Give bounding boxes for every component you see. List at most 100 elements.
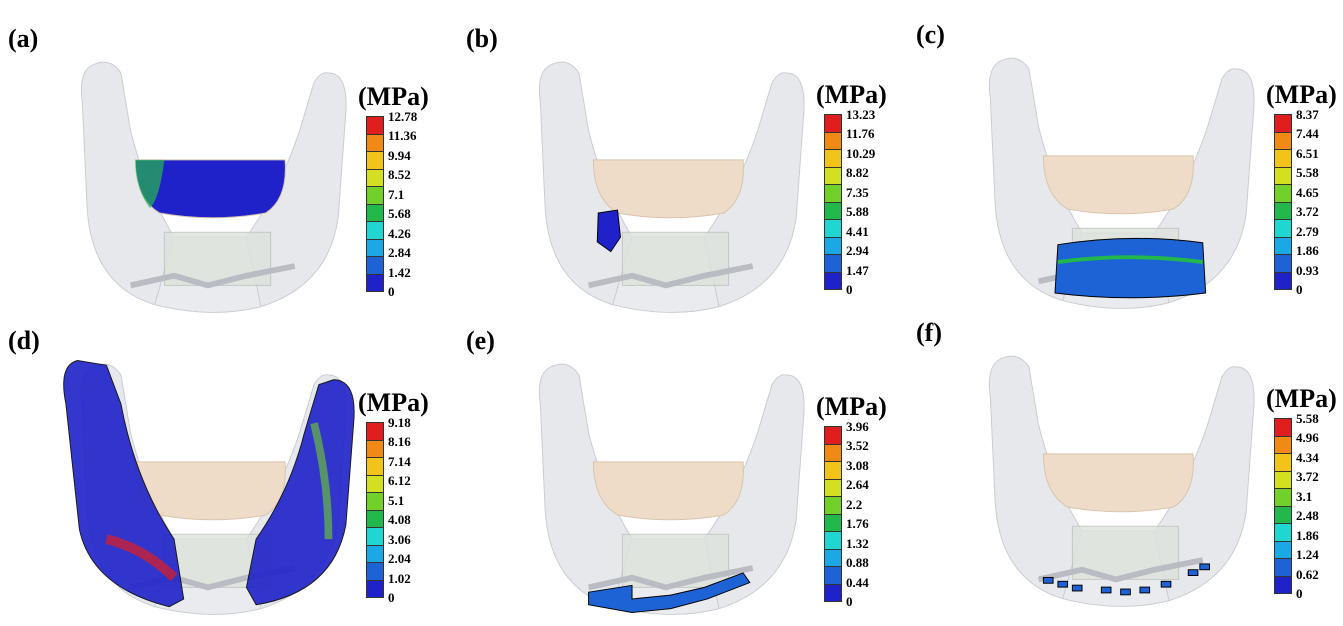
- colorbar-tick: 2.79: [1296, 223, 1319, 239]
- colorbar-swatch: [825, 220, 841, 238]
- colorbar-swatch: [367, 257, 383, 275]
- colorbar-swatch: [367, 528, 383, 546]
- panel-label: (f): [916, 318, 942, 347]
- colorbar-tick: 1.32: [846, 535, 869, 551]
- colorbar-tick: 4.26: [388, 225, 411, 241]
- colorbar-tick: 5.1: [388, 492, 405, 508]
- colorbar-tick: 0: [1296, 585, 1303, 601]
- colorbar-tick: 1.02: [388, 570, 411, 586]
- maxilla-teeth: [592, 159, 744, 219]
- colorbar-tick: 0: [388, 589, 395, 605]
- colorbar-swatch: [1275, 506, 1291, 524]
- colorbar-tick: 1.24: [1296, 547, 1319, 563]
- screw: [1139, 586, 1151, 594]
- colorbar-swatch: [1275, 220, 1291, 238]
- colorbar-swatch: [825, 272, 841, 289]
- colorbar-tick: 5.58: [1296, 411, 1319, 426]
- colorbar-tick: 2.48: [1296, 508, 1319, 524]
- colorbar-tick: 5.68: [388, 206, 411, 222]
- panel-c: (c) (MPa) 8.37 7.44 6.51 5.58 4.65 3.72 2.79 1.86…: [916, 20, 1343, 320]
- stress-hotspot: [135, 159, 165, 209]
- stress-model-e: [538, 363, 805, 615]
- colorbar-swatch: [367, 187, 383, 205]
- panel-label: (c): [916, 20, 945, 49]
- colorbar-swatch: [825, 479, 841, 497]
- colorbar-tick: 0: [846, 593, 853, 609]
- colorbar-tick: 10.29: [846, 145, 876, 161]
- colorbar-swatch: [367, 563, 383, 581]
- colorbar-swatch: [825, 584, 841, 601]
- colorbar-swatch: [1275, 167, 1291, 185]
- colorbar-tick: 3.06: [388, 531, 411, 547]
- mandible-model: [80, 61, 347, 313]
- colorbar-tick: 4.65: [1296, 184, 1319, 200]
- colorbar-tick: 5.88: [846, 204, 869, 220]
- colorbar-swatch: [825, 497, 841, 515]
- maxilla-teeth: [1042, 155, 1194, 215]
- stress-model-c: [988, 57, 1255, 309]
- colorbar-swatch: [1275, 436, 1291, 454]
- color-legend: (MPa) 12.78 11.36 9.94 8.52 7.1 5.68 4.26 2.84 1.…: [358, 82, 448, 298]
- colorbar-tick: 8.82: [846, 165, 869, 181]
- fixation-plate: [588, 572, 751, 613]
- screw: [1187, 569, 1199, 576]
- colorbar-swatch: [1275, 255, 1291, 273]
- mandible-model: [538, 363, 805, 615]
- unit-label: (MPa): [816, 392, 887, 421]
- unit-label: (MPa): [358, 388, 429, 417]
- colorbar: [824, 426, 842, 602]
- colorbar-tick: 2.84: [388, 245, 411, 261]
- colorbar-swatch: [367, 152, 383, 170]
- colorbar-tick: 0: [388, 283, 395, 299]
- colorbar-swatch: [825, 132, 841, 150]
- colorbar-swatch: [825, 115, 841, 133]
- panel-f: (f) (MPa) 5.58 4.96 4.34 3.72 3.1 2.48 1.86 1.24 0…: [916, 318, 1343, 618]
- stress-model-a: [80, 61, 347, 313]
- colorbar-swatch: [1275, 576, 1291, 593]
- colorbar-swatch: [825, 427, 841, 445]
- colorbar-tick: 2.64: [846, 477, 869, 493]
- colorbar-swatch: [1275, 150, 1291, 168]
- colorbar-swatch: [367, 222, 383, 240]
- colorbar-swatch: [1275, 237, 1291, 255]
- colorbar-swatch: [367, 274, 383, 291]
- colorbar-tick: 9.94: [388, 147, 411, 163]
- plate-outline: [587, 263, 754, 289]
- stress-model-d: [63, 359, 355, 615]
- right-ramus-stress: [245, 379, 355, 606]
- colorbar-tick: 7.1: [388, 186, 405, 202]
- colorbar-tick: 3.72: [1296, 469, 1319, 485]
- colorbar: [366, 422, 384, 598]
- colorbar-tick: 7.14: [388, 453, 411, 469]
- colorbar-tick: 6.12: [388, 473, 411, 489]
- color-legend: (MPa) 8.37 7.44 6.51 5.58 4.65 3.72 2.79 1.86 0.9…: [1266, 80, 1343, 296]
- colorbar-swatch: [1275, 471, 1291, 489]
- right-hotspot: [310, 422, 333, 540]
- screw: [1100, 586, 1112, 594]
- colorbar-swatch: [825, 185, 841, 203]
- colorbar-swatch: [1275, 489, 1291, 507]
- colorbar-tick: 8.16: [388, 434, 411, 450]
- panel-e: (e) (MPa) 3.96 3.52 3.08 2.64 2.2 1.76 1.32 0.88 0…: [466, 326, 906, 626]
- colorbar-tick: 4.96: [1296, 430, 1319, 446]
- colorbar-swatch: [367, 117, 383, 135]
- colorbar-swatch: [1275, 115, 1291, 133]
- colorbar-tick: 0.62: [1296, 566, 1319, 582]
- colorbar-tick: 2.04: [388, 551, 411, 567]
- graft-stress-band: [1057, 255, 1203, 264]
- mandible-model: [988, 355, 1255, 607]
- colorbar-swatch: [367, 204, 383, 222]
- colorbar-tick: 9.18: [388, 415, 411, 430]
- colorbar-swatch: [1275, 524, 1291, 542]
- mandible-model: [538, 61, 805, 313]
- colorbar-swatch: [367, 510, 383, 528]
- colorbar-swatch: [367, 134, 383, 152]
- color-legend: (MPa) 9.18 8.16 7.14 6.12 5.1 4.08 3.06 2.04 1.02…: [358, 388, 448, 604]
- unit-label: (MPa): [1266, 384, 1337, 413]
- stress-model-b: [538, 61, 805, 313]
- colorbar-swatch: [367, 545, 383, 563]
- left-ramus-stress: [63, 359, 185, 608]
- colorbar-swatch: [1275, 541, 1291, 559]
- graft-block: [1054, 237, 1207, 299]
- colorbar-tick: 1.86: [1296, 527, 1319, 543]
